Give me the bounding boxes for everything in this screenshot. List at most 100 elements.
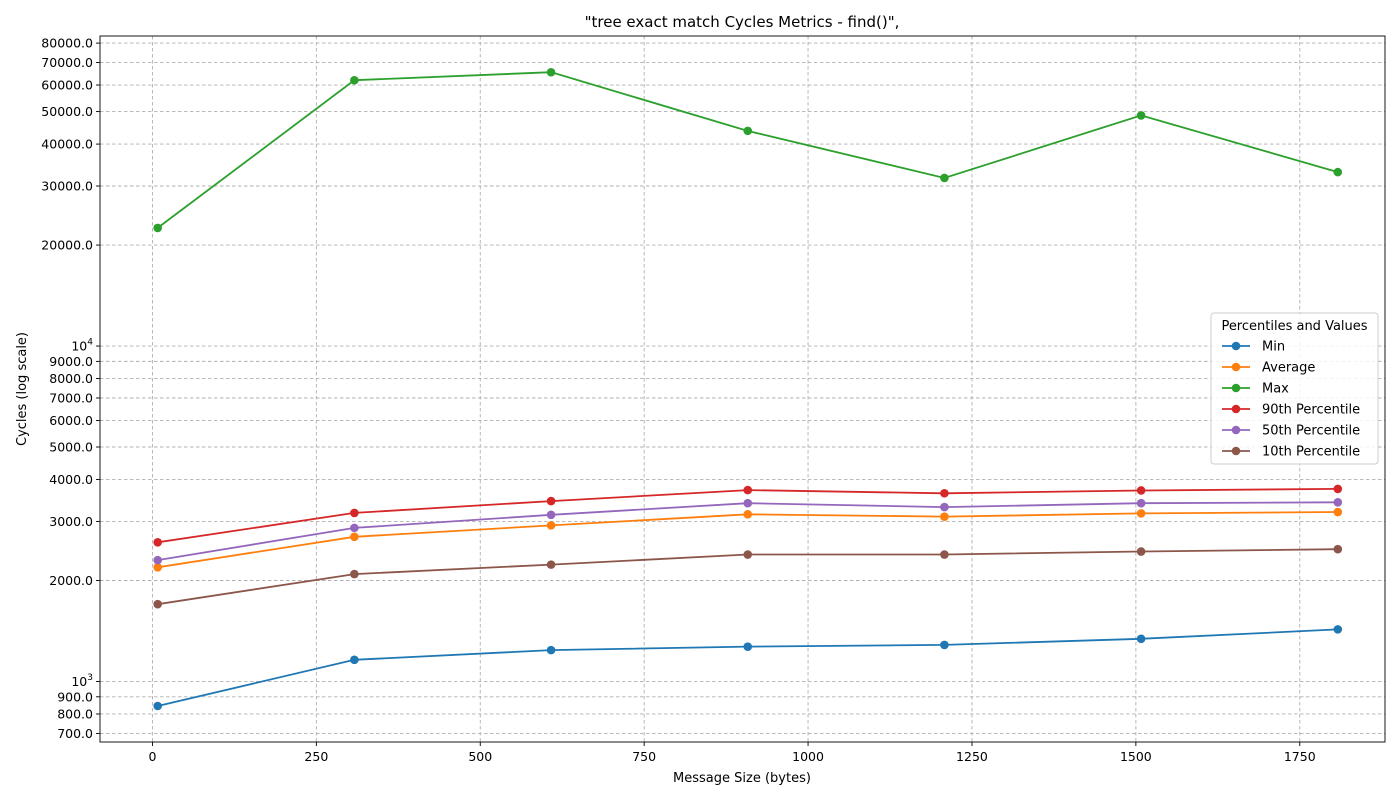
data-point bbox=[743, 642, 753, 651]
legend-marker bbox=[1231, 383, 1241, 393]
data-point bbox=[1136, 111, 1146, 120]
data-point bbox=[743, 498, 753, 508]
legend-title: Percentiles and Values bbox=[1221, 319, 1367, 334]
data-point bbox=[1333, 167, 1343, 177]
data-point bbox=[743, 485, 753, 495]
data-point bbox=[350, 569, 359, 579]
data-point bbox=[743, 550, 753, 559]
y-tick-label: 6000.0 bbox=[49, 413, 93, 428]
data-point bbox=[546, 496, 556, 506]
y-tick-label: 50000.0 bbox=[41, 104, 93, 119]
legend-item: 90th Percentile bbox=[1222, 403, 1360, 418]
data-point bbox=[1333, 498, 1343, 507]
data-point bbox=[153, 223, 162, 233]
chart-title: "tree exact match Cycles Metrics - find(… bbox=[585, 13, 900, 31]
data-point bbox=[153, 537, 162, 547]
y-tick-label: 103 bbox=[71, 673, 93, 689]
data-point bbox=[153, 555, 162, 565]
legend-box bbox=[1210, 312, 1379, 465]
data-point bbox=[1333, 544, 1343, 554]
legend-marker bbox=[1231, 362, 1241, 372]
x-tick-label: 1000 bbox=[792, 749, 824, 764]
y-tick-label: 3000.0 bbox=[49, 514, 93, 529]
data-point bbox=[350, 523, 359, 533]
series-10th-percentile bbox=[153, 544, 1343, 609]
legend-label: Average bbox=[1262, 361, 1315, 376]
y-tick-label: 900.0 bbox=[57, 689, 93, 704]
data-point bbox=[940, 502, 949, 512]
series-90th-percentile bbox=[153, 484, 1343, 547]
y-tick-label: 70000.0 bbox=[41, 55, 93, 70]
data-point bbox=[350, 532, 359, 542]
data-point bbox=[350, 655, 359, 665]
y-tick-label: 40000.0 bbox=[41, 137, 93, 152]
legend-item: 50th Percentile bbox=[1222, 424, 1360, 439]
y-tick-label: 80000.0 bbox=[41, 36, 93, 51]
data-point bbox=[940, 173, 949, 183]
data-point bbox=[1333, 625, 1343, 634]
legend-item: Min bbox=[1222, 340, 1285, 355]
series-50th-percentile bbox=[153, 498, 1343, 565]
data-point bbox=[153, 599, 162, 609]
data-point bbox=[1136, 547, 1146, 556]
legend-marker bbox=[1231, 404, 1241, 414]
series-min bbox=[153, 625, 1343, 711]
legend-label: 10th Percentile bbox=[1262, 445, 1360, 460]
y-tick-label: 2000.0 bbox=[49, 573, 93, 588]
data-point bbox=[1136, 498, 1146, 508]
x-tick-label: 250 bbox=[304, 749, 328, 764]
series-line bbox=[157, 511, 1338, 569]
x-tick-label: 1750 bbox=[1284, 749, 1316, 764]
data-point bbox=[940, 488, 949, 498]
plot-frame bbox=[99, 35, 1386, 743]
data-point bbox=[1333, 484, 1343, 494]
y-tick-label: 8000.0 bbox=[49, 371, 93, 386]
legend-label: 90th Percentile bbox=[1262, 403, 1360, 418]
data-point bbox=[546, 645, 556, 655]
data-point bbox=[940, 512, 949, 521]
data-point bbox=[1136, 634, 1146, 644]
data-point bbox=[153, 562, 162, 572]
y-tick-label: 30000.0 bbox=[41, 178, 93, 193]
grid bbox=[100, 36, 1385, 742]
series-average bbox=[153, 507, 1343, 572]
legend-marker bbox=[1231, 341, 1241, 351]
y-axis-label: Cycles (log scale) bbox=[15, 332, 30, 446]
plot-series bbox=[153, 67, 1343, 711]
data-point bbox=[743, 126, 753, 136]
x-axis: 0 250 500 750 1000 1250 1500 1750 bbox=[148, 742, 1316, 764]
y-tick-label: 700.0 bbox=[57, 726, 93, 741]
data-point bbox=[546, 521, 556, 530]
y-tick-label: 20000.0 bbox=[41, 238, 93, 253]
legend-marker bbox=[1231, 425, 1241, 435]
data-point bbox=[1136, 486, 1146, 495]
data-point bbox=[350, 508, 359, 518]
y-tick-label: 9000.0 bbox=[49, 354, 93, 369]
y-tick-label: 104 bbox=[71, 338, 93, 354]
data-point bbox=[1333, 507, 1343, 517]
legend-item: Average bbox=[1222, 361, 1315, 376]
x-tick-label: 750 bbox=[632, 749, 656, 764]
legend-label: Max bbox=[1262, 382, 1289, 397]
legend: Percentiles and Values Min Average Max 90th … bbox=[1210, 312, 1379, 465]
legend-marker bbox=[1231, 446, 1241, 456]
x-axis-label: Message Size (bytes) bbox=[673, 771, 811, 786]
x-tick-label: 0 bbox=[148, 749, 156, 764]
y-tick-label: 800.0 bbox=[57, 706, 93, 721]
y-tick-label: 7000.0 bbox=[49, 390, 93, 405]
x-tick-label: 500 bbox=[468, 749, 492, 764]
legend-label: Min bbox=[1262, 340, 1285, 355]
data-point bbox=[940, 550, 949, 559]
data-point bbox=[350, 75, 359, 85]
series-max bbox=[153, 67, 1343, 233]
x-tick-label: 1250 bbox=[956, 749, 988, 764]
data-point bbox=[546, 560, 556, 569]
data-point bbox=[546, 67, 556, 77]
data-point bbox=[743, 510, 753, 519]
data-point bbox=[153, 701, 162, 711]
legend-item: 10th Percentile bbox=[1222, 445, 1360, 460]
y-tick-label: 5000.0 bbox=[49, 440, 93, 455]
series-line bbox=[157, 628, 1338, 707]
